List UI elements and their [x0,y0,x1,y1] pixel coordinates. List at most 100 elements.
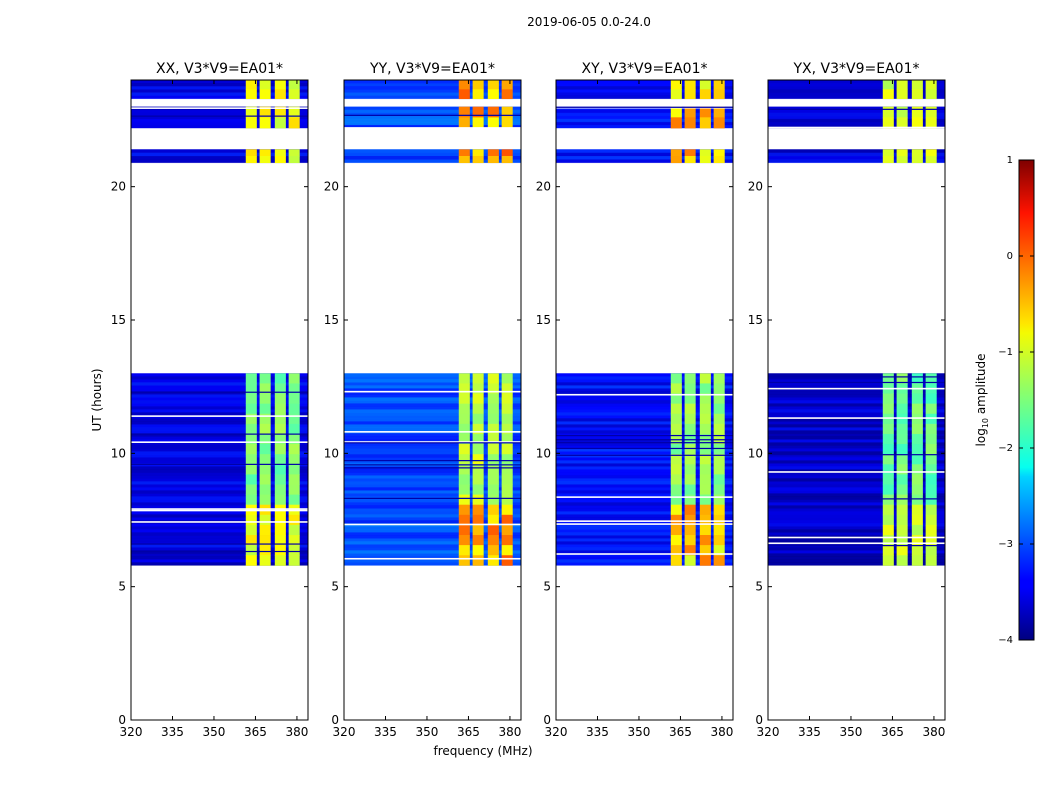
noise-row [131,92,308,96]
rfi-cell [501,383,513,394]
noise-row [131,502,308,506]
noise-row [556,376,733,380]
noise-row [556,159,733,164]
noise-row [131,544,308,548]
rfi-cell [699,403,711,415]
rfi-cell [458,444,470,455]
rfi-cell [670,524,682,536]
noise-row [344,490,521,494]
noise-row [768,159,945,164]
y-tick-label: 5 [118,580,126,594]
noise-row [556,544,733,548]
noise-row [556,439,733,443]
rfi-cell [670,89,682,100]
dark-line [556,439,733,441]
noise-row [556,490,733,494]
noise-row [131,445,308,449]
panel-frame [767,79,946,721]
dark-line [556,442,733,444]
noise-row [131,433,308,437]
noise-row [768,86,945,90]
x-tick-label: 380 [285,725,308,739]
noise-row [768,409,945,413]
noise-row [344,448,521,452]
noise-row [131,553,308,557]
noise-row [556,382,733,386]
rfi-cell [501,156,513,164]
rfi-cell [501,524,513,536]
noise-row [344,415,521,419]
colorbar-gradient [1018,159,1035,641]
rfi-cell [925,80,937,90]
noise-row [556,541,733,545]
noise-row [556,424,733,428]
noise-row [131,385,308,389]
rfi-cell [911,474,923,485]
rfi-cell [896,494,908,506]
colorbar: 10−1−2−3−4 log10 amplitude [974,155,1035,646]
noise-row [556,86,733,90]
rfi-cell [925,117,937,129]
dark-line [131,433,308,435]
rfi-cell [882,545,894,556]
noise-row [556,538,733,542]
noise-row [556,457,733,461]
noise-row [556,520,733,524]
noise-row [556,403,733,407]
rfi-cell [670,474,682,485]
x-tick-label: 320 [333,725,356,739]
noise-row [131,526,308,530]
rfi-cell [288,444,300,455]
noise-row [768,451,945,455]
noise-row [344,499,521,503]
rfi-cell [259,555,271,566]
rfi-cell [458,433,470,445]
rfi-cell [882,423,894,435]
noise-row [768,80,945,84]
y-tick-label: 10 [536,446,551,460]
rfi-cell [472,156,484,164]
noise-row [768,376,945,380]
rfi-cell [472,545,484,556]
noise-row [768,478,945,482]
rfi-cell [259,80,271,90]
noise-row [344,511,521,515]
noise-row [344,529,521,533]
noise-row [768,415,945,419]
rfi-cell [501,494,513,506]
noise-row [556,481,733,485]
rfi-cell [896,117,908,129]
rfi-cell [911,413,923,425]
rfi-cell [684,403,696,415]
noise-row [768,394,945,398]
rfi-cell [713,106,725,118]
rfi-cell [259,413,271,425]
rfi-cell [882,156,894,164]
rfi-cell [896,524,908,536]
colorbar-tick-label: −2 [998,443,1013,454]
noise-row [556,517,733,521]
noise-row [768,514,945,518]
rfi-cell [245,413,257,425]
rfi-cell [487,474,499,485]
noise-row [131,457,308,461]
noise-row [768,106,945,111]
rfi-cell [911,403,923,415]
noise-row [768,484,945,488]
noise-row [344,89,521,93]
rfi-cell [684,474,696,485]
noise-row [768,83,945,87]
noise-row [768,496,945,500]
noise-row [556,556,733,560]
noise-row [131,442,308,446]
noise-row [768,433,945,437]
rfi-cell [288,106,300,118]
rfi-cell [882,444,894,455]
rfi-cell [699,89,711,100]
noise-row [768,424,945,428]
dark-line [768,454,945,456]
y-axis-label: UT (hours) [90,368,104,431]
rfi-cell [925,494,937,506]
noise-row [556,400,733,404]
noise-row [344,514,521,518]
